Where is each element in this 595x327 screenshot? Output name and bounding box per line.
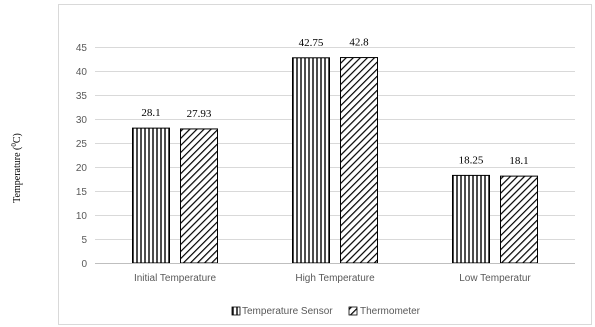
y-axis-title: Temperature (0C) [10, 133, 23, 203]
y-tick-label-40: 40 [76, 67, 88, 78]
y-axis-title-unit: C) [12, 133, 23, 143]
bar-thermometer-initial-temperature [180, 128, 218, 264]
legend-swatch-thermometer [348, 306, 358, 316]
bars [132, 57, 538, 264]
chart-area-border [58, 4, 592, 325]
data-label-temperature-sensor-high-temperature: 42.75 [299, 37, 324, 49]
data-labels: 28.1 27.93 42.75 42.8 18.25 18.1 [141, 37, 528, 168]
y-tick-label-5: 5 [81, 235, 87, 246]
gridlines [95, 47, 575, 240]
y-axis-ticks: 0 5 10 15 20 25 30 35 40 45 [76, 43, 88, 270]
y-tick-label-0: 0 [81, 259, 87, 270]
x-axis-categories: Initial Temperature High Temperature Low T… [134, 273, 531, 284]
bar-temperature-sensor-initial-temperature [132, 127, 170, 264]
y-tick-label-45: 45 [76, 43, 88, 54]
data-label-temperature-sensor-low-temperatur: 18.25 [459, 154, 484, 166]
data-label-temperature-sensor-initial-temperature: 28.1 [141, 107, 160, 119]
bar-temperature-sensor-high-temperature [292, 57, 330, 264]
y-tick-label-15: 15 [76, 187, 88, 198]
legend-label-thermometer: Thermometer [360, 306, 421, 317]
y-tick-label-25: 25 [76, 139, 88, 150]
y-tick-label-10: 10 [76, 211, 88, 222]
data-label-thermometer-high-temperature: 42.8 [349, 37, 369, 49]
data-label-thermometer-low-temperatur: 18.1 [509, 155, 528, 167]
y-axis-title-superscript: 0 [10, 143, 18, 147]
y-tick-label-30: 30 [76, 115, 88, 126]
legend: Temperature Sensor Thermometer [231, 306, 421, 317]
x-category-label-initial-temperature: Initial Temperature [134, 273, 217, 284]
legend-swatch-temperature-sensor [231, 306, 241, 316]
y-axis-title-main: Temperature ( [12, 146, 23, 203]
y-tick-label-20: 20 [76, 163, 88, 174]
y-tick-label-35: 35 [76, 91, 88, 102]
legend-label-temperature-sensor: Temperature Sensor [242, 306, 333, 317]
bar-thermometer-high-temperature [340, 57, 378, 264]
bar-thermometer-low-temperatur [500, 175, 538, 264]
data-label-thermometer-initial-temperature: 27.93 [187, 108, 212, 120]
x-category-label-low-temperatur: Low Temperatur [459, 273, 531, 284]
bar-temperature-sensor-low-temperatur [452, 174, 490, 264]
x-category-label-high-temperature: High Temperature [295, 273, 375, 284]
